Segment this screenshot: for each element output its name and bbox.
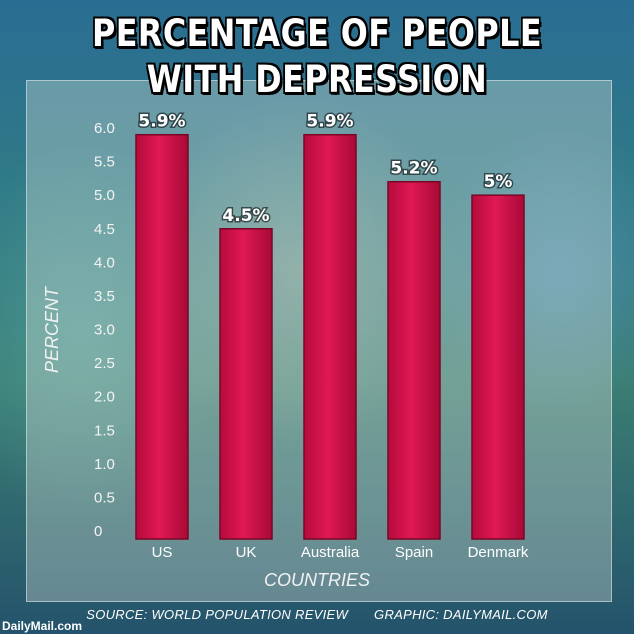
- x-axis-label: COUNTRIES: [264, 570, 370, 590]
- footer-credits: SOURCE: WORLD POPULATION REVIEW GRAPHIC:…: [0, 607, 634, 622]
- source-text: SOURCE: WORLD POPULATION REVIEW: [86, 607, 349, 622]
- y-tick-label: 3.5: [94, 288, 115, 305]
- y-tick-label: 2.5: [94, 355, 115, 372]
- y-tick-label: 2.0: [94, 389, 115, 406]
- x-tick-label: Spain: [395, 544, 433, 561]
- y-tick-label: 1.0: [94, 456, 115, 473]
- data-label: 5.2%: [390, 159, 437, 179]
- x-tick-label: Denmark: [468, 544, 529, 561]
- data-label: 4.5%: [222, 206, 269, 226]
- data-label: 5%: [484, 172, 513, 192]
- y-tick-label: 0: [94, 523, 102, 540]
- y-tick-label: 4.5: [94, 221, 115, 238]
- y-tick-label: 4.0: [94, 254, 115, 271]
- bar-us: [135, 133, 189, 540]
- x-tick-label: UK: [236, 544, 257, 561]
- x-tick-label: Australia: [301, 544, 360, 561]
- bar-uk: [219, 228, 273, 540]
- bar-australia: [303, 133, 357, 540]
- y-axis-label: PERCENT: [42, 285, 62, 373]
- y-tick-label: 1.5: [94, 422, 115, 439]
- y-tick-label: 6.0: [94, 120, 115, 137]
- y-tick-label: 0.5: [94, 489, 115, 506]
- y-tick-label: 5.5: [94, 154, 115, 171]
- x-tick-label: US: [152, 544, 173, 561]
- dailymail-logo: DailyMail.com: [2, 619, 83, 633]
- y-tick-label: 3.0: [94, 322, 115, 339]
- bar-denmark: [471, 194, 525, 540]
- chart-title-line1: PERCENTAGE OF PEOPLE: [92, 12, 542, 55]
- bar-spain: [387, 180, 441, 540]
- graphic-credit: GRAPHIC: DAILYMAIL.COM: [374, 607, 548, 622]
- data-label: 5.9%: [306, 112, 353, 132]
- y-tick-label: 5.0: [94, 187, 115, 204]
- chart-title-line2: WITH DEPRESSION: [146, 58, 488, 101]
- data-label: 5.9%: [138, 112, 185, 132]
